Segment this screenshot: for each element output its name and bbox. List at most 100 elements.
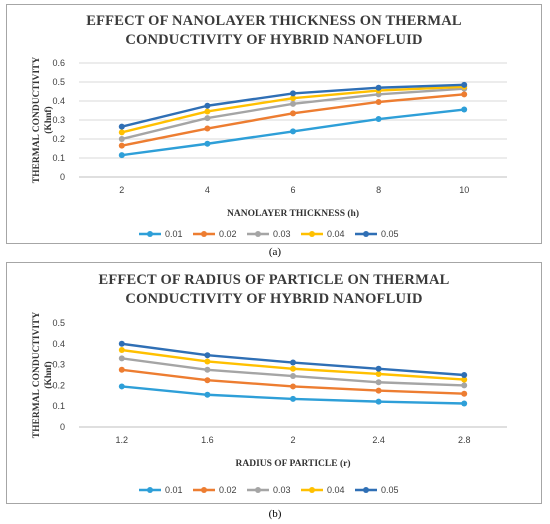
data-point (375, 116, 382, 123)
line-chart-b: 0 0.1 0.2 0.3 0.4 0.5 1.2 1.6 2 2.4 2.8 RADIUS OF P… (32, 312, 507, 495)
data-point (290, 395, 296, 402)
legend-label: 0.05 (381, 485, 399, 495)
data-point (118, 347, 125, 354)
data-point (204, 125, 211, 132)
data-point (461, 382, 468, 389)
legend-item: 0.01 (139, 485, 183, 495)
data-point (204, 140, 211, 147)
chart-title-a: EFFECT OF NANOLAYER THICKNESS ON THERMAL… (7, 12, 541, 50)
y-axis-label: THERMAL CONDUCTIVITY (32, 57, 42, 184)
data-point (290, 373, 296, 380)
data-point (290, 128, 296, 135)
data-point (204, 391, 211, 398)
data-point (375, 387, 382, 394)
chart-panel-a: EFFECT OF NANOLAYER THICKNESS ON THERMAL… (6, 4, 542, 244)
x-tick-label: 2.8 (458, 435, 471, 445)
legend-item: 0.04 (301, 229, 345, 239)
data-point (375, 365, 382, 372)
x-tick-label: 1.6 (201, 435, 214, 445)
data-point (461, 91, 468, 98)
chart-panel-b: EFFECT OF RADIUS OF PARTICLE ON THERMAL … (6, 262, 542, 504)
data-point (118, 355, 125, 362)
data-point (375, 379, 382, 386)
y-tick-label: 0.3 (52, 360, 65, 370)
legend-label: 0.01 (165, 485, 183, 495)
x-tick-label: 4 (205, 185, 210, 195)
x-tick-label: 10 (459, 185, 469, 195)
y-tick-label: 0.4 (52, 96, 65, 106)
x-tick-label: 2 (290, 435, 295, 445)
legend-item: 0.01 (139, 229, 183, 239)
data-point (118, 366, 125, 373)
x-tick-label: 1.2 (116, 435, 129, 445)
legend-item: 0.05 (355, 229, 399, 239)
data-point (204, 108, 211, 115)
legend-marker (255, 231, 261, 237)
x-tick-label: 2.4 (372, 435, 385, 445)
y-tick-label: 0.6 (52, 58, 65, 68)
legend-marker (201, 231, 207, 237)
x-axis-label: RADIUS OF PARTICLE (r) (236, 458, 351, 469)
legend-label: 0.02 (219, 485, 237, 495)
y-tick-label: 0.2 (52, 380, 65, 390)
y-tick-label: 0.2 (52, 134, 65, 144)
data-point (118, 340, 125, 347)
data-point (290, 95, 296, 102)
chart-title-line: CONDUCTIVITY OF HYBRID NANOFLUID (125, 291, 423, 307)
figure-caption-b: (b) (268, 508, 282, 520)
legend-marker (147, 487, 153, 493)
y-axis-label: (Khnf) (43, 106, 54, 133)
data-point (118, 123, 125, 130)
data-point (461, 400, 468, 407)
x-axis-label: NANOLAYER THICKNESS (h) (227, 208, 359, 219)
y-tick-label: 0.1 (52, 153, 65, 163)
legend-label: 0.03 (273, 229, 291, 239)
y-tick-label: 0.5 (52, 77, 65, 87)
legend-item: 0.04 (301, 485, 345, 495)
legend-item: 0.03 (247, 229, 291, 239)
y-tick-label: 0 (60, 422, 65, 432)
legend-item: 0.02 (193, 485, 237, 495)
legend-marker (363, 487, 369, 493)
data-point (375, 370, 382, 377)
data-point (461, 372, 468, 378)
y-tick-label: 0.1 (52, 401, 65, 411)
legend-item: 0.02 (193, 229, 237, 239)
y-axis-label: THERMAL CONDUCTIVITY (32, 312, 42, 439)
data-point (204, 102, 211, 109)
y-tick-label: 0.5 (52, 318, 65, 328)
chart-title-line: CONDUCTIVITY OF HYBRID NANOFLUID (125, 32, 423, 48)
data-point (204, 377, 211, 384)
legend-label: 0.04 (327, 485, 345, 495)
line-chart-a: 0 0.1 0.2 0.3 0.4 0.5 0.6 2 4 6 8 10 NANOLAYER THICK… (32, 57, 507, 239)
data-point (118, 136, 125, 142)
legend-marker (309, 231, 315, 237)
legend-item: 0.03 (247, 485, 291, 495)
data-point (290, 110, 296, 117)
data-point (204, 115, 211, 122)
y-tick-label: 0.3 (52, 115, 65, 125)
chart-title-line: EFFECT OF RADIUS OF PARTICLE ON THERMAL (98, 272, 450, 288)
legend-marker (309, 487, 315, 493)
figure-caption-a: (a) (268, 246, 282, 258)
legend-marker (201, 487, 207, 493)
data-point (461, 376, 468, 383)
data-point (375, 398, 382, 405)
data-point (118, 129, 125, 136)
legend-label: 0.02 (219, 229, 237, 239)
data-point (461, 106, 468, 113)
legend-marker (363, 231, 369, 237)
data-point (204, 352, 211, 359)
y-tick-label: 0.4 (52, 339, 65, 349)
legend-marker (147, 231, 153, 237)
x-tick-label: 8 (376, 185, 381, 195)
y-tick-label: 0 (60, 172, 65, 182)
data-point (461, 390, 468, 397)
chart-title-line: EFFECT OF NANOLAYER THICKNESS ON THERMAL (86, 13, 462, 29)
legend-label: 0.04 (327, 229, 345, 239)
data-point (375, 98, 382, 105)
legend-item: 0.05 (355, 485, 399, 495)
chart-title-b: EFFECT OF RADIUS OF PARTICLE ON THERMAL … (7, 271, 541, 309)
data-point (290, 383, 296, 390)
data-point (290, 365, 296, 372)
